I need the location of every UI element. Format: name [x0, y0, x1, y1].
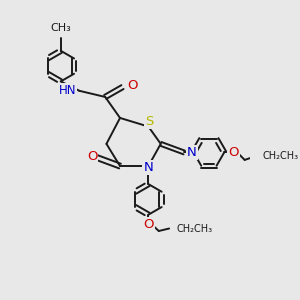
Text: O: O	[228, 146, 239, 159]
Text: O: O	[143, 218, 154, 231]
Text: O: O	[87, 150, 98, 163]
Text: HN: HN	[59, 84, 76, 97]
Text: N: N	[187, 146, 197, 159]
Text: S: S	[146, 115, 154, 128]
Text: CH₃: CH₃	[50, 23, 71, 33]
Text: O: O	[128, 80, 138, 92]
Text: CH₂CH₃: CH₂CH₃	[263, 151, 299, 161]
Text: CH₂CH₃: CH₂CH₃	[176, 224, 212, 233]
Text: N: N	[143, 161, 153, 174]
